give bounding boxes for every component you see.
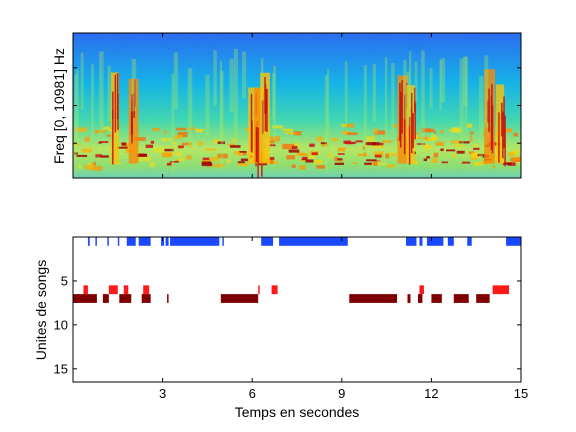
raster-ylabel: Unites de songs bbox=[33, 260, 49, 360]
raster-segment-row-2 bbox=[167, 294, 169, 303]
spectrogram-ylabel: Freq [0, 10981] Hz bbox=[51, 48, 67, 164]
raster-xtick-label: 3 bbox=[159, 386, 166, 401]
spectrogram-ticks bbox=[73, 33, 521, 178]
raster-segment-row-2 bbox=[453, 294, 469, 303]
raster-segment-row-0 bbox=[126, 237, 136, 246]
raster-plot-area bbox=[73, 237, 521, 382]
raster-segment-row-1 bbox=[83, 285, 88, 295]
raster-segment-row-1 bbox=[271, 285, 278, 295]
raster-segment-row-0 bbox=[165, 237, 169, 246]
spectrogram-panel bbox=[73, 33, 521, 178]
raster-segment-row-0 bbox=[95, 237, 97, 246]
raster-xtick-label: 15 bbox=[514, 386, 528, 401]
raster-segment-row-0 bbox=[279, 237, 348, 246]
raster-segment-row-2 bbox=[407, 294, 411, 303]
raster-marks bbox=[73, 237, 521, 303]
raster-segment-row-2 bbox=[431, 294, 442, 303]
raster-segment-row-1 bbox=[419, 285, 424, 295]
raster-axes-box bbox=[72, 236, 522, 383]
raster-segment-row-1 bbox=[108, 285, 118, 295]
raster-segment-row-0 bbox=[426, 237, 444, 246]
raster-xtick-label: 6 bbox=[249, 386, 256, 401]
raster-ytick-label: 10 bbox=[54, 317, 68, 332]
raster-segment-row-0 bbox=[117, 237, 120, 246]
raster-segment-row-2 bbox=[141, 294, 151, 303]
raster-segment-row-1 bbox=[123, 285, 129, 295]
raster-segment-row-2 bbox=[417, 294, 423, 303]
raster-xlabel: Temps en secondes bbox=[235, 404, 360, 420]
raster-segment-row-1 bbox=[258, 285, 260, 295]
raster-segment-row-0 bbox=[506, 237, 521, 246]
raster-segment-row-2 bbox=[220, 294, 259, 303]
raster-segment-row-2 bbox=[102, 294, 109, 303]
raster-ytick-label: 15 bbox=[54, 361, 68, 376]
spectrogram-noise bbox=[73, 33, 521, 178]
raster-segment-row-0 bbox=[161, 237, 165, 246]
raster-panel: 3 6 9 12 15 5 10 15 bbox=[54, 236, 528, 401]
raster-segment-row-2 bbox=[476, 294, 490, 303]
raster-xtick-label: 12 bbox=[424, 386, 438, 401]
raster-segment-row-0 bbox=[222, 237, 224, 246]
raster-segment-row-0 bbox=[138, 237, 151, 246]
raster-segment-row-0 bbox=[261, 237, 274, 246]
raster-segment-row-0 bbox=[87, 237, 90, 246]
raster-segment-row-0 bbox=[107, 237, 109, 246]
raster-segment-row-0 bbox=[170, 237, 220, 246]
raster-segment-row-2 bbox=[119, 294, 132, 303]
raster-ticks: 3 6 9 12 15 5 10 15 bbox=[54, 237, 528, 401]
raster-ytick-label: 5 bbox=[61, 273, 68, 288]
raster-segment-row-0 bbox=[467, 237, 472, 246]
raster-segment-row-0 bbox=[419, 237, 423, 246]
raster-segment-row-1 bbox=[143, 285, 150, 295]
raster-segment-row-0 bbox=[406, 237, 417, 246]
raster-xtick-label: 9 bbox=[338, 386, 345, 401]
raster-segment-row-1 bbox=[492, 285, 510, 295]
raster-segment-row-2 bbox=[73, 294, 97, 303]
raster-segment-row-0 bbox=[447, 237, 454, 246]
raster-segment-row-2 bbox=[349, 294, 398, 303]
